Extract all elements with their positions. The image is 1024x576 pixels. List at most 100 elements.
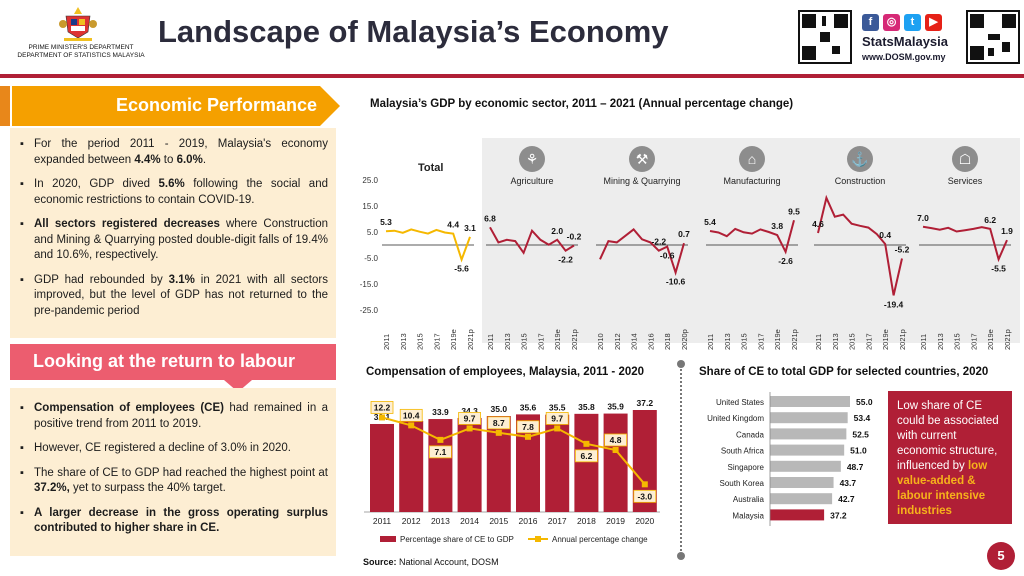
- x-tick-label: 2021p: [466, 329, 475, 350]
- x-tick-label: 2021p: [570, 329, 579, 350]
- labour-banner: [10, 344, 336, 380]
- country-label: Australia: [733, 495, 765, 504]
- ce-chart-title: Compensation of employees, Malaysia, 201…: [366, 366, 645, 378]
- y-tick-label: -5.0: [364, 254, 378, 263]
- page-header: PRIME MINISTER'S DEPARTMENT DEPARTMENT O…: [0, 0, 1024, 72]
- country-value-label: 55.0: [856, 397, 873, 407]
- website-url[interactable]: www.DOSM.gov.my: [862, 52, 946, 62]
- x-tick-label: 2017: [756, 333, 765, 350]
- note-text: Low share of CE could be associated with…: [897, 400, 999, 472]
- ce-share-bar: [370, 423, 394, 512]
- header-divider: [0, 74, 1024, 78]
- services-icon: ☖: [952, 146, 978, 172]
- y-tick-label: 25.0: [362, 176, 378, 185]
- country-label: South Korea: [720, 479, 765, 488]
- divider-dot-top: [677, 360, 685, 368]
- mining-icon: ⚒: [629, 146, 655, 172]
- country-label: United Kingdom: [707, 414, 764, 423]
- ce-change-label-box: [604, 433, 628, 447]
- twitter-icon[interactable]: t: [904, 14, 921, 31]
- bullet-text: 37.2%,: [34, 482, 70, 494]
- country-bar: [770, 509, 825, 521]
- x-tick-label: 2021p: [1003, 329, 1012, 350]
- data-label: 4.6: [812, 219, 824, 229]
- data-label: -19.4: [884, 299, 904, 309]
- ce-change-label: -3.0: [637, 491, 652, 501]
- legend-swatch-share: [380, 536, 396, 542]
- data-label: -5.6: [454, 264, 469, 274]
- instagram-icon[interactable]: ◎: [883, 14, 900, 31]
- bar-value-label: 35.5: [549, 403, 566, 413]
- data-label: 6.8: [484, 213, 496, 223]
- bullet-text: .: [202, 153, 207, 166]
- bullet-text: All sectors registered decreases: [34, 218, 220, 230]
- data-label: -0.2: [567, 232, 582, 242]
- bullet-text: A larger decrease in the gross operating…: [34, 506, 328, 535]
- ce-change-label-box: [458, 412, 481, 425]
- data-label: -5.2: [895, 245, 910, 255]
- data-label: 5.3: [380, 217, 392, 227]
- data-label: -0.6: [660, 251, 675, 261]
- bar-value-label: 35.0: [491, 404, 508, 414]
- bullet-text: However, CE registered a decline of 3.0%…: [34, 442, 291, 454]
- labour-bullets: Compensation of employees (CE) had remai…: [18, 401, 328, 546]
- x-tick-label: 2018: [663, 333, 672, 350]
- facebook-qr-code[interactable]: [798, 10, 852, 64]
- share-chart-title: Share of CE to total GDP for selected co…: [699, 366, 989, 378]
- bullet-text: 6.0%: [176, 153, 203, 166]
- data-label: 0.7: [678, 229, 690, 239]
- source-note: Source: National Account, DOSM: [363, 557, 499, 567]
- lab-bullet: A larger decrease in the gross operating…: [18, 506, 328, 537]
- series-line-agriculture: [489, 226, 575, 255]
- x-tick-label: 2013: [936, 333, 945, 350]
- x-tick-label: 2012: [613, 333, 622, 350]
- x-tick-label: 2011: [814, 334, 823, 350]
- x-tick-label: 2017: [864, 333, 873, 350]
- bullet-text: where Construction and Mining & Quarryin…: [34, 218, 328, 261]
- data-label: -2.2: [651, 237, 666, 247]
- country-value-label: 48.7: [847, 462, 864, 472]
- ep-bullet: For the period 2011 - 2019, Malaysia's e…: [18, 137, 328, 168]
- bar-value-label: 35.8: [578, 402, 595, 412]
- ce-change-label: 10.4: [403, 410, 420, 420]
- ce-change-marker: [583, 440, 590, 447]
- data-label: 7.0: [917, 213, 929, 223]
- ce-change-label: 9.7: [464, 413, 476, 423]
- youtube-icon[interactable]: ▶: [925, 14, 942, 31]
- data-label: 4.4: [447, 220, 459, 230]
- ce-change-marker: [495, 429, 502, 436]
- ce-share-bar: [603, 413, 628, 512]
- ce-change-label: 4.8: [610, 435, 622, 445]
- x-tick-label: 2019e: [449, 329, 458, 350]
- total-panel-title: Total: [418, 162, 444, 174]
- data-label: 6.2: [984, 215, 996, 225]
- series-line-mining-quarrying: [599, 228, 685, 277]
- ce-change-label: 12.2: [374, 402, 391, 412]
- data-label: 0.4: [879, 230, 891, 240]
- ce-change-label-box: [545, 412, 569, 425]
- x-tick-label: 2017: [536, 333, 545, 350]
- x-tick-label: 2013: [723, 333, 732, 350]
- series-line-manufacturing: [709, 220, 795, 255]
- dept-line-2: DEPARTMENT OF STATISTICS MALAYSIA: [17, 52, 145, 59]
- website-qr-code[interactable]: [966, 10, 1020, 64]
- ce-change-marker: [554, 425, 561, 432]
- data-label: 3.8: [771, 221, 783, 231]
- data-label: 2.0: [551, 226, 563, 236]
- source-label: Source:: [363, 557, 397, 567]
- data-label: 5.4: [704, 217, 716, 227]
- bullet-text: in 2021 with all sectors improved, but t…: [34, 273, 328, 317]
- x-tick-label: 2016: [519, 516, 538, 526]
- lab-bullet: The share of CE to GDP had reached the h…: [18, 466, 328, 497]
- country-value-label: 53.4: [854, 413, 871, 423]
- country-label: United States: [716, 398, 764, 407]
- y-tick-label: -25.0: [360, 306, 379, 315]
- x-tick-label: 2015: [848, 333, 857, 350]
- y-tick-label: 5.0: [367, 228, 379, 237]
- page-title: Landscape of Malaysia’s Economy: [158, 14, 669, 49]
- ep-bullet: In 2020, GDP dived 5.6% following the so…: [18, 177, 328, 208]
- bullet-text: GDP had rebounded by: [34, 273, 169, 286]
- x-tick-label: 2011: [706, 334, 715, 350]
- ce-change-label-box: [516, 420, 540, 434]
- facebook-icon[interactable]: f: [862, 14, 879, 31]
